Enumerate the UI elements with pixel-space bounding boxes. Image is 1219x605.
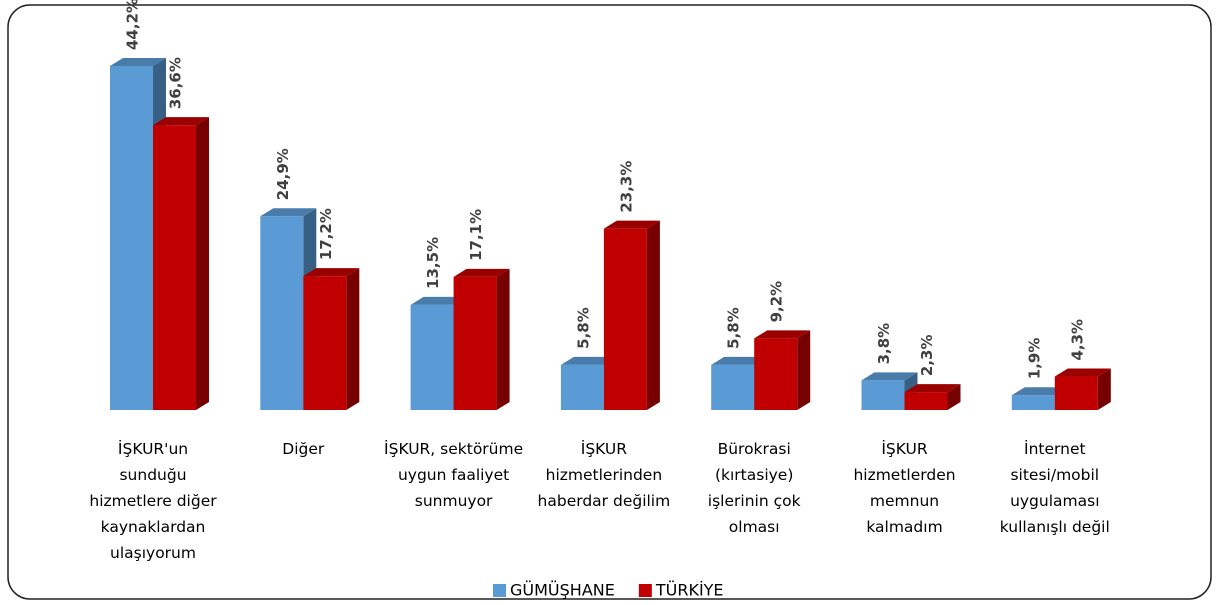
bar (303, 268, 360, 410)
bar (904, 384, 961, 410)
bar (153, 117, 209, 410)
x-tick-label: İŞKUR'un sunduğu hizmetlere diğer kaynak… (89, 440, 217, 562)
bar-side (947, 384, 961, 410)
value-label: 17,1% (467, 209, 485, 261)
bar-front (1011, 395, 1055, 410)
bar-front (453, 276, 497, 410)
value-label: 17,2% (317, 208, 335, 260)
legend-label: TÜRKİYE (655, 581, 724, 600)
legend-swatch (493, 584, 506, 597)
value-label: 36,6% (167, 57, 185, 109)
bar-side (797, 330, 811, 410)
bar-front (904, 392, 948, 410)
bar-side (646, 220, 660, 410)
bar (1054, 368, 1111, 410)
legend-swatch (638, 584, 652, 597)
x-tick-label: İnternet sitesi/mobil uygulaması kullanı… (999, 440, 1110, 536)
value-label: 5,8% (725, 307, 743, 349)
x-tick-label: İŞKUR hizmetlerinden haberdar değilim (537, 440, 671, 510)
bar-top (110, 58, 166, 66)
value-label: 23,3% (617, 161, 635, 213)
bar-top (754, 330, 811, 339)
bar-front (110, 66, 153, 410)
bar-top (410, 296, 467, 305)
bar-front (153, 125, 196, 410)
x-tick-label: Diğer (282, 440, 325, 458)
bar-front (754, 338, 798, 410)
value-label: 1,9% (1025, 338, 1043, 380)
bar-front (861, 380, 905, 410)
bar (603, 220, 660, 410)
bar-top (711, 356, 768, 365)
bar (754, 330, 811, 410)
x-tick-label: Bürokrasi (kırtasiye) işlerinin çok olma… (707, 440, 801, 536)
value-label: 2,3% (918, 334, 936, 376)
value-label: 9,2% (768, 281, 786, 323)
x-tick-label: İŞKUR, sektörüme uygun faaliyet sunmuyor (384, 440, 524, 510)
bar-top (153, 117, 209, 126)
bar-side (196, 117, 209, 410)
bar-top (603, 220, 660, 229)
bar-top (560, 356, 617, 365)
bar-front (560, 364, 604, 410)
bar-front (260, 216, 304, 410)
bar-top (1011, 387, 1068, 396)
bar (453, 268, 510, 410)
bar-side (496, 268, 510, 410)
bar-front (603, 228, 647, 410)
bar-front (711, 364, 755, 410)
bar-top (1054, 368, 1111, 377)
value-label: 4,3% (1068, 319, 1086, 361)
value-label: 13,5% (424, 237, 442, 289)
legend-label: GÜMÜŞHANE (510, 581, 615, 600)
bar-top (904, 384, 961, 393)
bar-front (1054, 376, 1098, 410)
bar-top (453, 268, 510, 277)
bar-top (861, 372, 918, 381)
bar-top (303, 268, 360, 277)
bar-side (1097, 368, 1111, 410)
bar-front (303, 276, 347, 410)
value-label: 44,2% (124, 0, 142, 50)
bar-front (410, 304, 454, 410)
bar-top (260, 208, 317, 217)
value-label: 24,9% (274, 148, 292, 200)
value-label: 3,8% (875, 323, 893, 365)
bar-side (346, 268, 360, 410)
x-tick-label: İŞKUR hizmetlerden memnun kalmadım (853, 440, 956, 536)
value-label: 5,8% (574, 307, 592, 349)
